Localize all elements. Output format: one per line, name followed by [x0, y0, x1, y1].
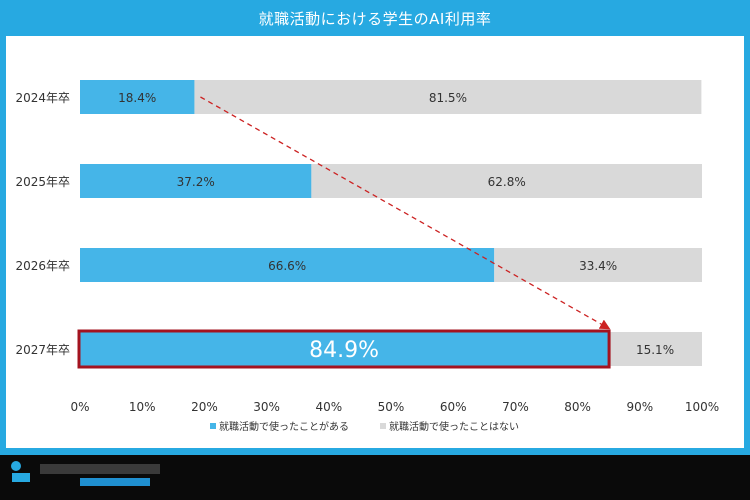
- x-tick-label: 30%: [253, 400, 280, 414]
- legend-swatch: [380, 423, 386, 429]
- category-label: 2027年卒: [15, 343, 70, 357]
- bar-segment: [494, 248, 702, 282]
- trend-arrow: [200, 96, 611, 330]
- data-label: 81.5%: [429, 91, 467, 105]
- bar-chart: 2024年卒 18.4% 81.5% 2025年卒 37.2% 62.8% 2026年卒 66…: [15, 80, 719, 433]
- chart-frame: 就職活動における学生のAI利用率: [0, 0, 750, 455]
- x-tick-label: 40%: [315, 400, 342, 414]
- x-tick-label: 0%: [70, 400, 89, 414]
- bar-segment: [80, 248, 495, 282]
- x-tick-label: 80%: [564, 400, 591, 414]
- data-label: 37.2%: [177, 175, 215, 189]
- legend-label: 就職活動で使ったことがある: [219, 420, 349, 433]
- logo-mark-icon: [10, 460, 32, 484]
- data-label: 84.9%: [309, 338, 379, 363]
- x-tick-label: 60%: [440, 400, 467, 414]
- bar-segment: [80, 80, 195, 114]
- x-tick-label: 10%: [129, 400, 156, 414]
- brand-logo: [10, 460, 160, 490]
- legend-swatch: [210, 423, 216, 429]
- highlight-box: [77, 329, 611, 369]
- data-label: 33.4%: [579, 259, 617, 273]
- data-label: 66.6%: [268, 259, 306, 273]
- bar-segment: [311, 164, 702, 198]
- bar-segment: [80, 164, 312, 198]
- bar-segment: [608, 332, 702, 366]
- legend-label: 就職活動で使ったことはない: [389, 420, 519, 433]
- category-label: 2025年卒: [15, 175, 70, 189]
- x-tick-label: 90%: [626, 400, 653, 414]
- category-label: 2024年卒: [15, 91, 70, 105]
- logo-wordmark: [40, 464, 160, 474]
- data-label: 62.8%: [488, 175, 526, 189]
- chart-title: 就職活動における学生のAI利用率: [258, 9, 492, 28]
- x-tick-label: 70%: [502, 400, 529, 414]
- category-label: 2026年卒: [15, 259, 70, 273]
- x-tick-label: 100%: [685, 400, 719, 414]
- logo-subtext: [80, 478, 150, 486]
- data-label: 15.1%: [636, 343, 674, 357]
- data-label: 18.4%: [118, 91, 156, 105]
- bar-segment: [80, 332, 609, 366]
- x-tick-label: 50%: [378, 400, 405, 414]
- bar-segment: [194, 80, 702, 114]
- x-tick-label: 20%: [191, 400, 218, 414]
